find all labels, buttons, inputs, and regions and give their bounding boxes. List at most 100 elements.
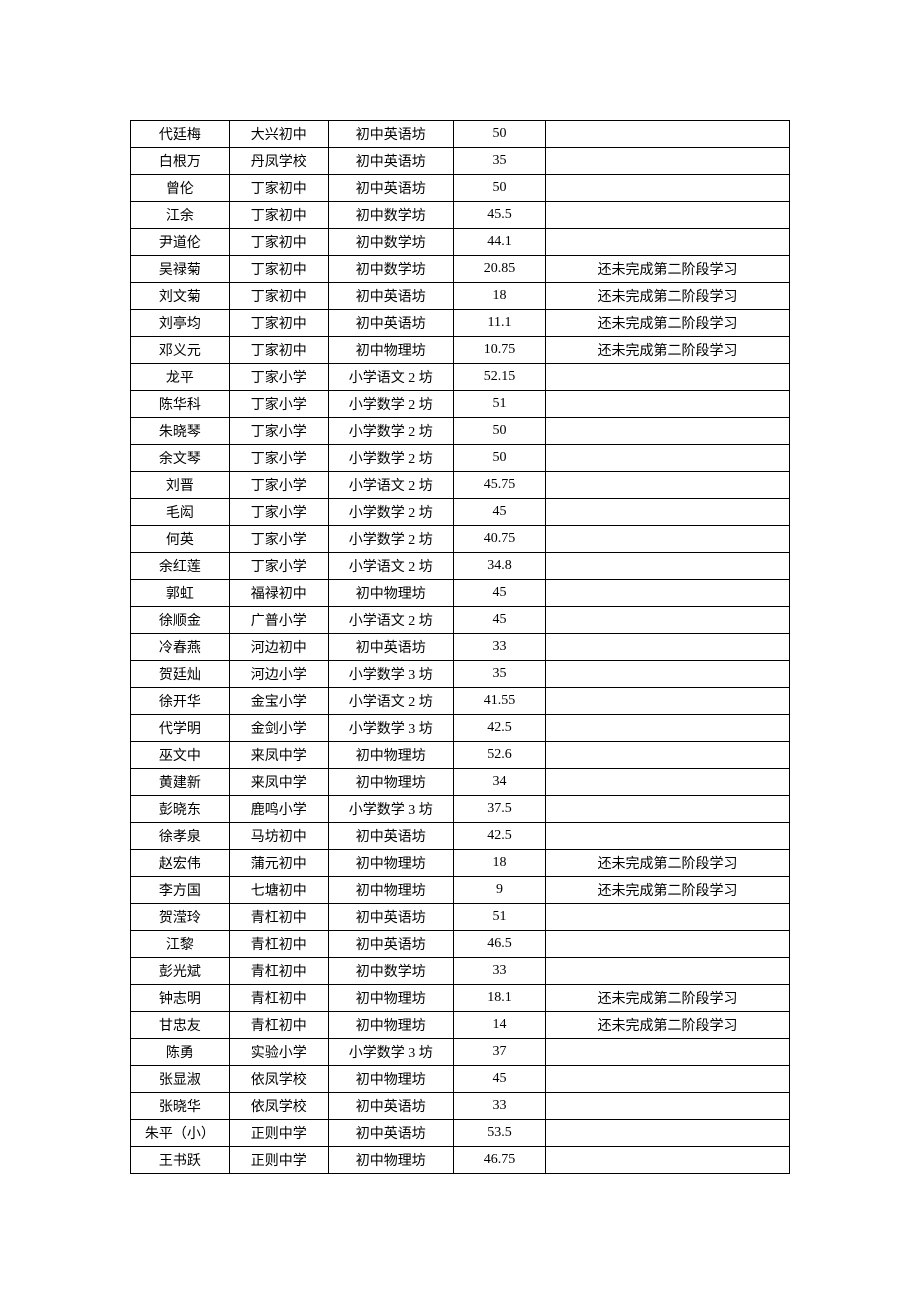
cell-name: 徐开华	[131, 688, 230, 715]
cell-status	[546, 418, 790, 445]
cell-status	[546, 364, 790, 391]
cell-school: 丁家初中	[229, 256, 328, 283]
cell-status: 还未完成第二阶段学习	[546, 850, 790, 877]
cell-score: 46.5	[453, 931, 545, 958]
cell-class: 初中英语坊	[328, 823, 453, 850]
cell-class: 小学语文 2 坊	[328, 472, 453, 499]
cell-school: 青杠初中	[229, 1012, 328, 1039]
table-row: 江黎青杠初中初中英语坊46.5	[131, 931, 790, 958]
table-row: 彭晓东鹿鸣小学小学数学 3 坊37.5	[131, 796, 790, 823]
cell-name: 贺滢玲	[131, 904, 230, 931]
table-row: 余文琴丁家小学小学数学 2 坊50	[131, 445, 790, 472]
table-row: 徐顺金广普小学小学语文 2 坊45	[131, 607, 790, 634]
table-row: 朱平（小）正则中学初中英语坊53.5	[131, 1120, 790, 1147]
cell-school: 金宝小学	[229, 688, 328, 715]
cell-status	[546, 796, 790, 823]
cell-status	[546, 904, 790, 931]
cell-school: 河边小学	[229, 661, 328, 688]
cell-class: 初中物理坊	[328, 1147, 453, 1174]
cell-status: 还未完成第二阶段学习	[546, 877, 790, 904]
table-row: 江余丁家初中初中数学坊45.5	[131, 202, 790, 229]
cell-score: 20.85	[453, 256, 545, 283]
cell-status	[546, 1039, 790, 1066]
cell-school: 青杠初中	[229, 985, 328, 1012]
table-row: 李方国七塘初中初中物理坊9还未完成第二阶段学习	[131, 877, 790, 904]
cell-score: 44.1	[453, 229, 545, 256]
cell-name: 赵宏伟	[131, 850, 230, 877]
cell-class: 初中英语坊	[328, 931, 453, 958]
cell-school: 实验小学	[229, 1039, 328, 1066]
cell-class: 初中英语坊	[328, 175, 453, 202]
cell-score: 9	[453, 877, 545, 904]
cell-name: 陈勇	[131, 1039, 230, 1066]
cell-status	[546, 526, 790, 553]
cell-score: 50	[453, 418, 545, 445]
cell-score: 52.15	[453, 364, 545, 391]
cell-status	[546, 607, 790, 634]
cell-class: 初中英语坊	[328, 283, 453, 310]
cell-score: 45	[453, 1066, 545, 1093]
cell-name: 刘文菊	[131, 283, 230, 310]
cell-school: 七塘初中	[229, 877, 328, 904]
cell-class: 小学数学 2 坊	[328, 445, 453, 472]
table-row: 张显淑依凤学校初中物理坊45	[131, 1066, 790, 1093]
cell-class: 初中数学坊	[328, 202, 453, 229]
cell-school: 青杠初中	[229, 958, 328, 985]
cell-class: 小学数学 2 坊	[328, 526, 453, 553]
cell-name: 刘亭均	[131, 310, 230, 337]
cell-class: 小学数学 3 坊	[328, 1039, 453, 1066]
cell-status	[546, 958, 790, 985]
cell-name: 贺廷灿	[131, 661, 230, 688]
cell-status: 还未完成第二阶段学习	[546, 337, 790, 364]
cell-school: 福禄初中	[229, 580, 328, 607]
cell-class: 初中英语坊	[328, 1093, 453, 1120]
cell-status	[546, 121, 790, 148]
table-row: 刘晋丁家小学小学语文 2 坊45.75	[131, 472, 790, 499]
cell-school: 丁家小学	[229, 553, 328, 580]
cell-name: 徐顺金	[131, 607, 230, 634]
table-row: 赵宏伟蒲元初中初中物理坊18还未完成第二阶段学习	[131, 850, 790, 877]
cell-name: 李方国	[131, 877, 230, 904]
cell-score: 37	[453, 1039, 545, 1066]
cell-class: 小学语文 2 坊	[328, 607, 453, 634]
cell-name: 江余	[131, 202, 230, 229]
cell-status	[546, 229, 790, 256]
cell-status	[546, 661, 790, 688]
table-row: 刘亭均丁家初中初中英语坊11.1还未完成第二阶段学习	[131, 310, 790, 337]
cell-score: 45	[453, 607, 545, 634]
cell-score: 46.75	[453, 1147, 545, 1174]
cell-status	[546, 634, 790, 661]
cell-school: 来凤中学	[229, 769, 328, 796]
cell-class: 初中物理坊	[328, 1066, 453, 1093]
table-row: 徐孝泉马坊初中初中英语坊42.5	[131, 823, 790, 850]
cell-class: 小学语文 2 坊	[328, 688, 453, 715]
table-row: 彭光斌青杠初中初中数学坊33	[131, 958, 790, 985]
cell-class: 初中数学坊	[328, 229, 453, 256]
table-row: 毛闳丁家小学小学数学 2 坊45	[131, 499, 790, 526]
cell-class: 初中物理坊	[328, 1012, 453, 1039]
cell-status	[546, 931, 790, 958]
cell-score: 18.1	[453, 985, 545, 1012]
cell-school: 丁家小学	[229, 391, 328, 418]
cell-score: 14	[453, 1012, 545, 1039]
cell-school: 大兴初中	[229, 121, 328, 148]
table-row: 郭虹福禄初中初中物理坊45	[131, 580, 790, 607]
cell-score: 51	[453, 391, 545, 418]
cell-name: 曾伦	[131, 175, 230, 202]
cell-status	[546, 148, 790, 175]
cell-name: 彭晓东	[131, 796, 230, 823]
cell-class: 小学数学 2 坊	[328, 499, 453, 526]
cell-school: 正则中学	[229, 1147, 328, 1174]
cell-school: 丁家小学	[229, 526, 328, 553]
cell-score: 11.1	[453, 310, 545, 337]
cell-score: 53.5	[453, 1120, 545, 1147]
cell-status: 还未完成第二阶段学习	[546, 256, 790, 283]
cell-class: 初中数学坊	[328, 256, 453, 283]
cell-score: 33	[453, 634, 545, 661]
cell-status	[546, 391, 790, 418]
cell-class: 初中物理坊	[328, 742, 453, 769]
table-row: 刘文菊丁家初中初中英语坊18还未完成第二阶段学习	[131, 283, 790, 310]
cell-name: 张显淑	[131, 1066, 230, 1093]
cell-name: 吴禄菊	[131, 256, 230, 283]
cell-name: 王书跃	[131, 1147, 230, 1174]
